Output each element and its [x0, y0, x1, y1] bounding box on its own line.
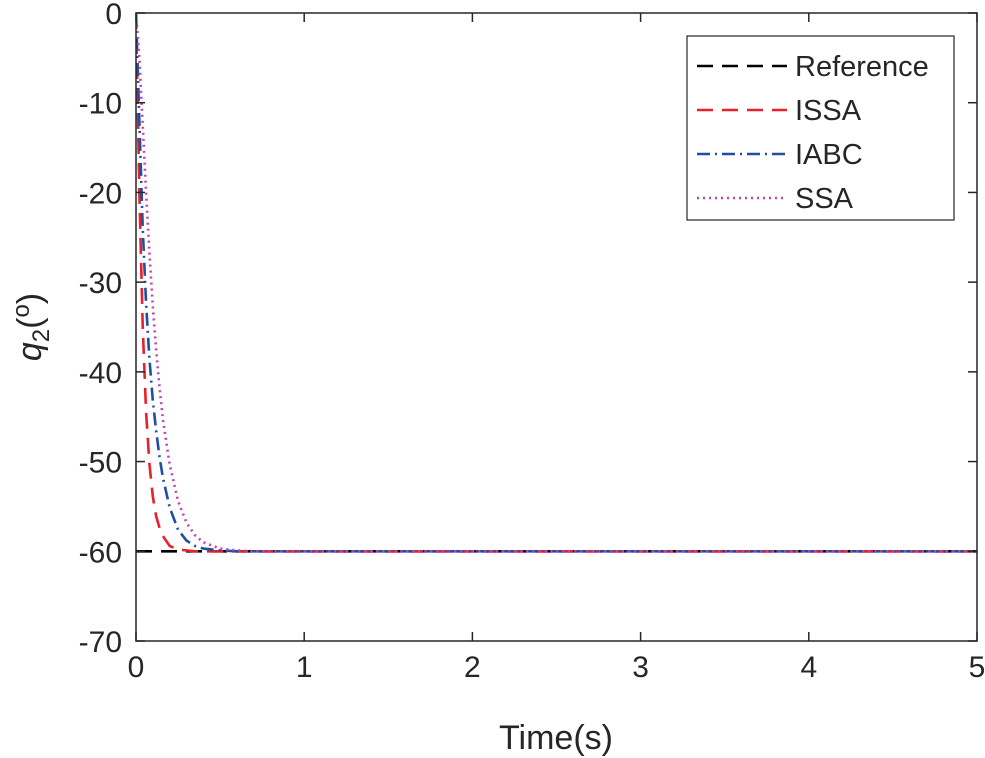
y-axis-title-unit-close: ) [11, 293, 49, 304]
y-tick-label: -40 [79, 357, 122, 390]
legend-label-reference: Reference [795, 51, 929, 83]
x-tick-label: 1 [296, 651, 313, 684]
axis-ticks: 0 1 2 3 4 5 0 -10 -20 -30 -40 -50 -60 -70 [79, 0, 985, 684]
y-axis-title-unit-sup: o [8, 304, 35, 317]
series-line-ssa [136, 13, 977, 553]
legend-label-issa: ISSA [795, 95, 862, 127]
y-tick-label: 0 [105, 0, 122, 31]
y-tick-label: -50 [79, 447, 122, 480]
y-tick-label: -60 [79, 536, 122, 569]
y-tick-label: -20 [79, 177, 122, 210]
y-axis-title-unit-open: ( [11, 317, 49, 329]
x-tick-label: 3 [632, 651, 649, 684]
legend: Reference ISSA IABC SSA [686, 35, 955, 221]
y-tick-label: -10 [79, 88, 122, 121]
x-tick-label: 2 [464, 651, 481, 684]
x-axis-title: Time(s) [499, 719, 613, 757]
y-tick-label: -30 [79, 267, 122, 300]
x-tick-label: 5 [969, 651, 985, 684]
legend-label-ssa: SSA [795, 183, 854, 215]
series-line-issa [136, 13, 977, 553]
y-axis-title-subscript: 2 [28, 329, 55, 342]
plot-area-frame [135, 12, 978, 642]
x-tick-label: 0 [128, 651, 145, 684]
y-tick-label: -70 [79, 626, 122, 659]
legend-items: Reference ISSA IABC SSA [697, 51, 929, 215]
x-tick-label: 4 [800, 651, 817, 684]
series-layer [136, 13, 977, 553]
y-axis-title-base: q [11, 342, 49, 361]
y-axis-title: q2(o) [8, 293, 55, 361]
legend-label-iabc: IABC [795, 139, 863, 171]
